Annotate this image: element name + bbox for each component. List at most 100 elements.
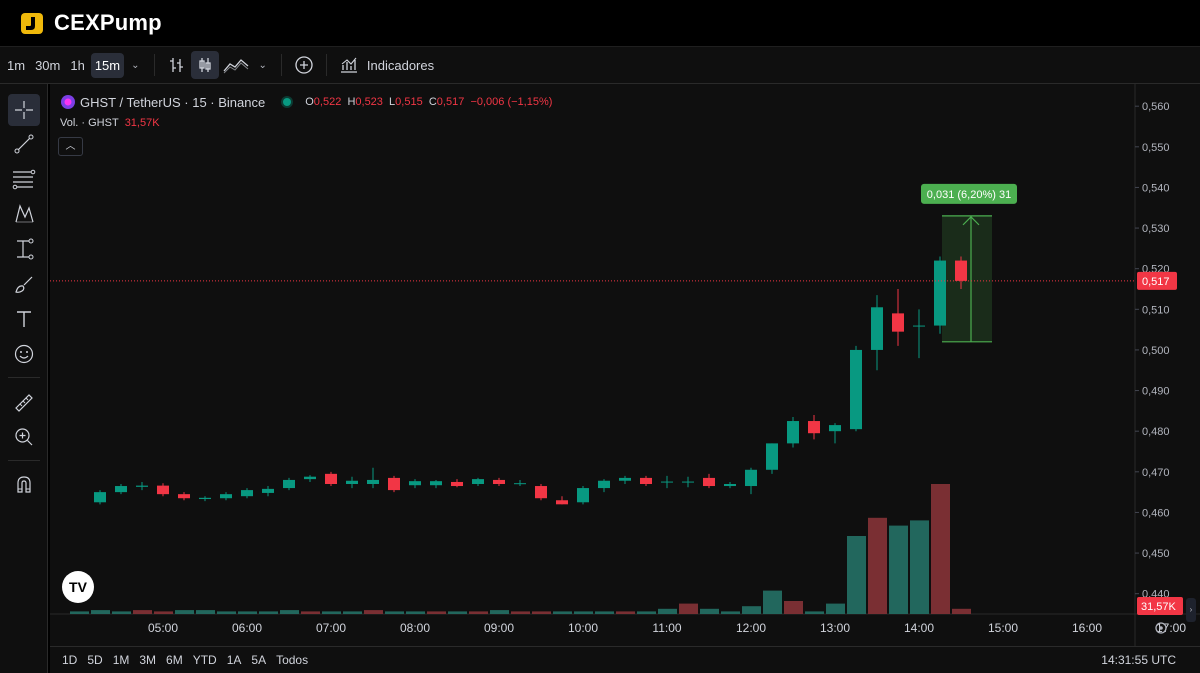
volume-legend: Vol. · GHST 31,57K (60, 117, 160, 129)
axis-settings-gear-icon[interactable] (1155, 622, 1167, 634)
candle-body (766, 443, 778, 470)
candle-body (682, 481, 694, 483)
candle-body (472, 479, 484, 484)
candle-body (262, 488, 274, 493)
candle-body (661, 481, 673, 483)
candle-body (913, 325, 925, 327)
tool-divider (8, 377, 40, 378)
candle-body (745, 469, 757, 487)
volume-bar (364, 610, 383, 614)
time-tick-label: 09:00 (484, 621, 514, 635)
brush-icon[interactable] (8, 268, 40, 300)
volume-bar (154, 611, 173, 614)
candle-body (787, 421, 799, 444)
symbol-title[interactable]: GHST / TetherUS · 15 · Binance (80, 94, 266, 110)
candles-chart-type-icon[interactable] (190, 51, 219, 79)
candle-body (451, 481, 463, 487)
volume-bar (847, 536, 866, 614)
range-3m[interactable]: 3M (139, 653, 157, 667)
chart-pane[interactable]: 0,560 0,550 0,540 0,530 0,520 0,510 0,500 0,490… (50, 84, 1200, 646)
timeframe-1h[interactable]: 1h (70, 57, 85, 73)
volume-bar (427, 611, 446, 614)
price-tick-label: 0,470 (1142, 467, 1170, 479)
collapse-legend-chevron-icon[interactable]: ︿ (58, 137, 83, 156)
utc-clock[interactable]: 14:31:55 UTC (1101, 653, 1176, 667)
indicators-icon[interactable] (335, 51, 363, 79)
fib-retracement-icon[interactable] (8, 163, 40, 195)
price-tick-label: 0,550 (1142, 142, 1170, 154)
volume-value-badge (1137, 597, 1183, 615)
market-status-dot (283, 98, 292, 106)
bar-chart-type-icon[interactable] (163, 51, 191, 79)
toolbar-divider (280, 54, 282, 76)
price-tick-label: 0,460 (1142, 507, 1170, 519)
zoom-in-icon[interactable] (8, 421, 40, 453)
volume-bar (406, 611, 425, 614)
range-1d[interactable]: 1D (62, 653, 78, 667)
compare-plus-icon[interactable] (290, 51, 318, 79)
range-5a[interactable]: 5A (251, 653, 267, 667)
volume-bar (238, 611, 257, 614)
toolbar-divider (153, 54, 155, 76)
time-tick-label: 10:00 (568, 621, 598, 635)
toolbar-divider (325, 54, 327, 76)
candlestick-chart[interactable]: 0,5600,5500,5400,5300,5200,5100,5000,490… (50, 84, 1200, 646)
price-measure-arrow-head (962, 216, 980, 226)
volume-bar (91, 610, 110, 614)
candle-body (955, 260, 967, 281)
tradingview-logo-icon[interactable]: TV (62, 571, 94, 603)
volume-label[interactable]: Vol. · GHST (60, 117, 119, 129)
volume-bar (931, 484, 950, 614)
timeframe-1m[interactable]: 1m (7, 57, 26, 73)
timeframe-dropdown-chevron-icon[interactable]: ⌄ (131, 59, 140, 71)
volume-bar (637, 611, 656, 614)
range-1a[interactable]: 1A (226, 653, 242, 667)
high-label: H (347, 96, 356, 108)
low-value: 0,515 (395, 96, 423, 108)
price-range-measure-icon[interactable] (8, 233, 40, 265)
indicators-button[interactable]: Indicadores (366, 57, 435, 73)
volume-bar (217, 611, 236, 614)
open-label: O (305, 96, 314, 108)
volume-bar (595, 611, 614, 614)
timeframe-15m[interactable]: 15m (90, 52, 125, 78)
scroll-right-chevron-icon[interactable]: › (1186, 598, 1196, 622)
candle-body (892, 313, 904, 332)
volume-bar (532, 611, 551, 614)
timeframe-30m[interactable]: 30m (35, 57, 61, 73)
price-tick-label: 0,510 (1142, 304, 1170, 316)
range-todos[interactable]: Todos (276, 653, 309, 667)
magnet-icon[interactable] (8, 468, 40, 500)
crosshair-icon[interactable] (8, 94, 40, 126)
pattern-tool-icon[interactable] (8, 198, 40, 230)
volume-bar (511, 611, 530, 614)
chart-type-dropdown-chevron-icon[interactable]: ⌄ (258, 59, 267, 71)
candle-body (619, 477, 631, 481)
volume-bar (763, 590, 782, 614)
volume-bar (889, 525, 908, 614)
emoji-icon[interactable] (8, 338, 40, 370)
ghst-coin-icon (61, 95, 75, 109)
ruler-icon[interactable] (8, 387, 40, 419)
candle-body (850, 349, 862, 430)
volume-bar (910, 520, 929, 614)
candle-body (577, 488, 589, 503)
trend-line-icon[interactable] (8, 128, 40, 160)
time-tick-label: 11:00 (652, 621, 681, 635)
last-price-badge (1137, 271, 1177, 290)
candle-body (535, 486, 547, 499)
area-chart-type-icon[interactable] (219, 51, 253, 79)
candle-body (199, 497, 211, 500)
volume-bar (322, 611, 341, 614)
time-tick-label: 07:00 (316, 621, 346, 635)
range-ytd[interactable]: YTD (192, 653, 217, 667)
volume-bar (826, 603, 845, 614)
range-1m[interactable]: 1M (112, 653, 130, 667)
volume-bar (259, 611, 278, 614)
text-tool-icon[interactable] (8, 303, 40, 335)
range-5d[interactable]: 5D (87, 653, 103, 667)
range-6m[interactable]: 6M (166, 653, 183, 667)
volume-bar (196, 610, 215, 614)
price-tick-label: 0,500 (1142, 345, 1170, 357)
volume-bar (721, 611, 740, 614)
